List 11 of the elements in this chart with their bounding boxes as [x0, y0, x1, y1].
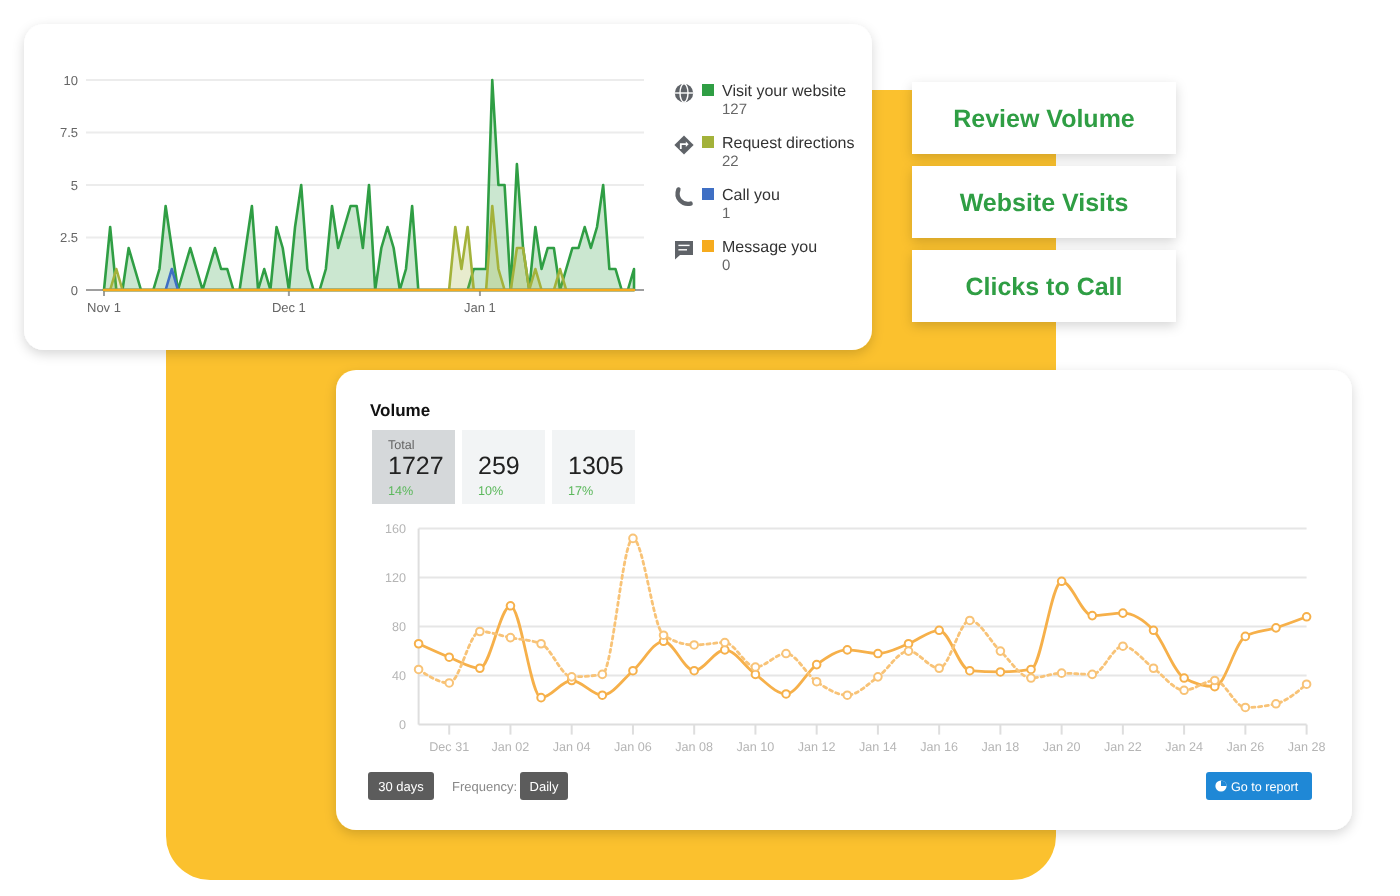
text: Review Volume	[953, 104, 1135, 133]
legend-label: Message you	[722, 237, 818, 256]
text: Volume	[370, 400, 431, 420]
text: Website Visits	[959, 188, 1129, 217]
legend-label: Request directions	[722, 133, 855, 152]
legend-label: Call you	[722, 185, 780, 204]
text: Clicks to Call	[965, 272, 1123, 301]
data-label: 259	[478, 452, 520, 480]
legend-label: Visit your website	[722, 81, 848, 100]
data-label: 1727	[388, 452, 444, 480]
data-label: 1305	[568, 452, 624, 480]
